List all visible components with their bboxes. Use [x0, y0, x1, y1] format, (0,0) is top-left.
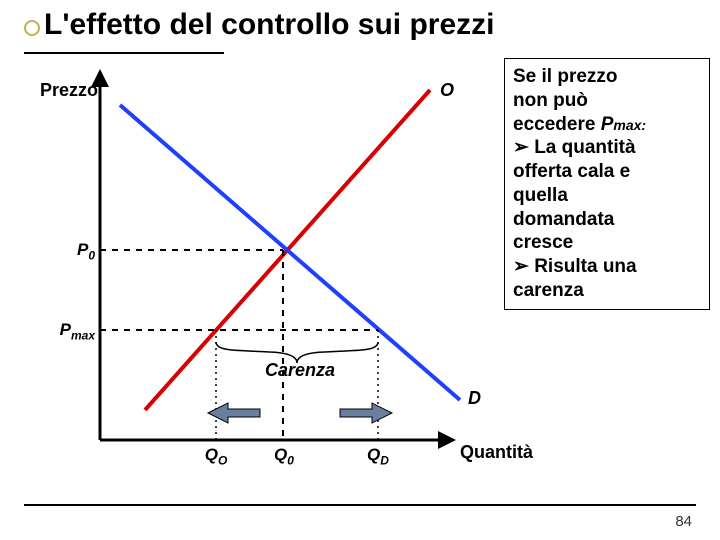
pmax-label: Pmax — [40, 320, 95, 342]
arrow-right — [340, 403, 392, 423]
page-number: 84 — [675, 513, 692, 530]
callout-b1b: offerta cala e — [513, 160, 701, 184]
callout-b1e: cresce — [513, 231, 701, 255]
callout-b1d: domandata — [513, 208, 701, 232]
q0-label: Q0 — [268, 445, 300, 467]
carezza-label: Carenza — [225, 360, 375, 381]
p0-label: P0 — [55, 240, 95, 262]
demand-label: D — [468, 388, 481, 409]
callout-line1a: Se il prezzo — [513, 65, 701, 89]
qo-label: QO — [200, 445, 232, 467]
callout-line1b: non può — [513, 89, 701, 113]
y-axis-label: Prezzo — [40, 80, 98, 101]
qd-label: QD — [362, 445, 394, 467]
callout-b2b: carenza — [513, 279, 701, 303]
supply-label: O — [440, 80, 454, 101]
callout-line1c: eccedere Pmax: — [513, 113, 701, 137]
x-axis-label: Quantità — [460, 442, 533, 463]
footer-line — [24, 504, 696, 506]
callout-b1: ➢ La quantità — [513, 136, 701, 160]
callout-b2: ➢ Risulta una — [513, 255, 701, 279]
callout-box: Se il prezzo non può eccedere Pmax: ➢ La… — [504, 58, 710, 310]
callout-b1c: quella — [513, 184, 701, 208]
